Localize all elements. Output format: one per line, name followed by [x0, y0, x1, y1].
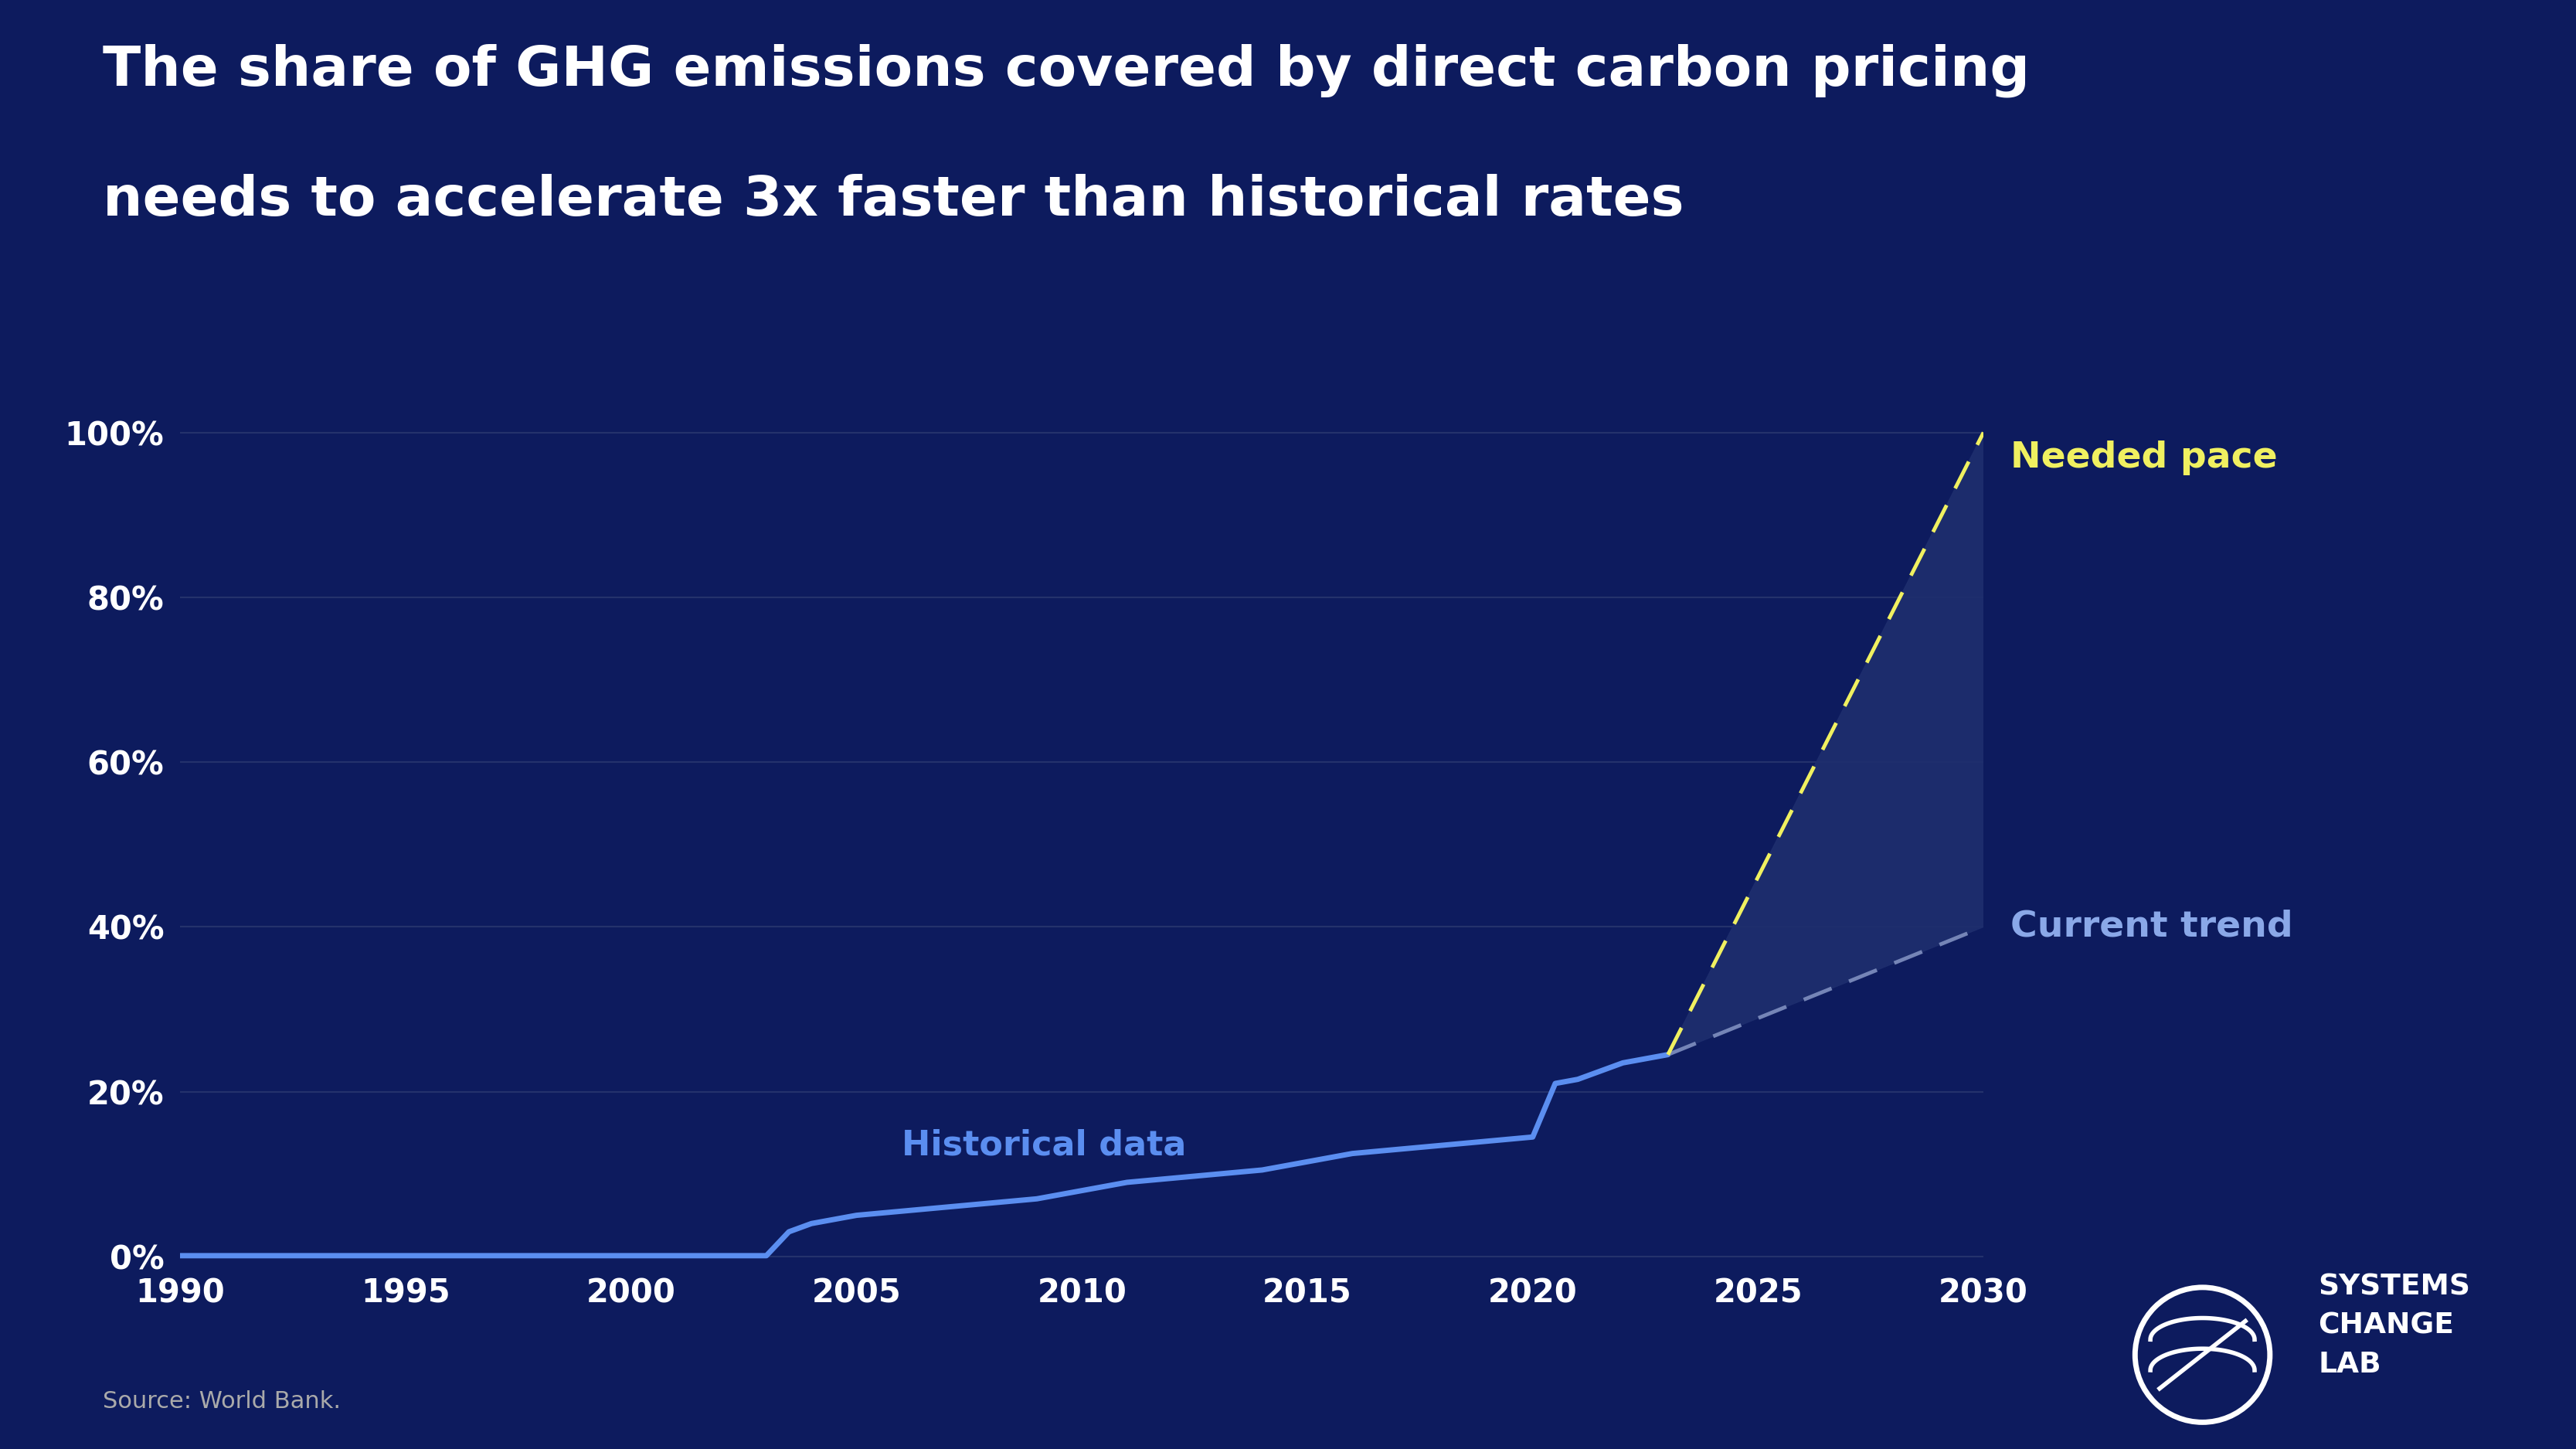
Text: SYSTEMS
CHANGE
LAB: SYSTEMS CHANGE LAB	[2318, 1274, 2470, 1378]
Text: Historical data: Historical data	[902, 1129, 1185, 1162]
Text: Source: World Bank.: Source: World Bank.	[103, 1391, 340, 1413]
Text: The share of GHG emissions covered by direct carbon pricing: The share of GHG emissions covered by di…	[103, 43, 2030, 97]
Polygon shape	[1669, 432, 1984, 1055]
Text: needs to accelerate 3x faster than historical rates: needs to accelerate 3x faster than histo…	[103, 174, 1685, 227]
Text: Current trend: Current trend	[2012, 910, 2293, 945]
Text: Needed pace: Needed pace	[2012, 440, 2277, 475]
